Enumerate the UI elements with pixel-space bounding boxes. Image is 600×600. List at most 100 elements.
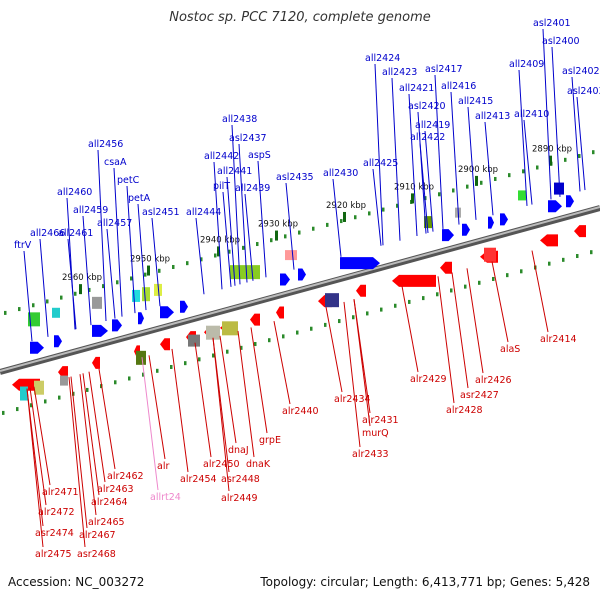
kbp-tick	[79, 284, 82, 295]
reverse-gene-label: alr2463	[97, 484, 134, 495]
forward-gene-label: all2430	[323, 168, 358, 179]
kbp-tick	[275, 230, 278, 241]
feature-block	[554, 182, 564, 195]
feature-block	[60, 375, 68, 386]
feature-block	[325, 293, 339, 308]
reverse-gene-label: alaS	[500, 344, 520, 355]
backbone-highlight	[0, 206, 600, 372]
forward-gene-arrow	[30, 341, 44, 354]
scale-dot-bottom	[422, 296, 425, 301]
kbp-label: 2900 kbp	[458, 165, 498, 175]
forward-gene-leader	[424, 130, 434, 232]
feature-block	[154, 283, 162, 296]
reverse-gene-label: alr2462	[107, 471, 144, 482]
forward-gene-label: csaA	[104, 157, 127, 168]
reverse-gene-arrow	[392, 274, 436, 287]
reverse-gene-label: murQ	[362, 428, 389, 439]
feature-block	[34, 380, 44, 395]
scale-dot-bottom	[268, 338, 271, 343]
forward-gene-leader	[542, 28, 552, 200]
forward-gene-label: asl2402	[562, 66, 600, 77]
feature-block	[285, 250, 297, 261]
reverse-gene-leader	[437, 276, 455, 404]
forward-gene-leader	[66, 197, 76, 330]
reverse-gene-leader	[26, 388, 44, 548]
scale-dot-top	[494, 176, 497, 181]
scale-dot-top	[312, 226, 315, 231]
reverse-gene-label: alr2433	[352, 449, 389, 460]
forward-gene-leader	[408, 93, 418, 237]
scale-dot-top	[480, 180, 483, 185]
forward-gene-label: asl2437	[229, 133, 267, 144]
scale-dot-bottom	[408, 299, 411, 304]
scale-dot-bottom	[520, 269, 523, 274]
forward-gene-leader	[151, 217, 161, 307]
forward-gene-leader	[332, 178, 342, 257]
scale-dot-bottom	[30, 403, 33, 408]
scale-dot-bottom	[44, 399, 47, 404]
forward-gene-leader	[257, 160, 267, 278]
scale-dot-bottom	[240, 345, 243, 350]
reverse-gene-label: alr	[157, 461, 169, 472]
forward-gene-label: all2419	[415, 120, 450, 131]
scale-dot-top	[578, 154, 581, 159]
reverse-gene-arrow	[356, 284, 366, 297]
reverse-gene-arrow	[540, 234, 558, 247]
forward-gene-arrow	[500, 213, 508, 226]
scale-dot-top	[74, 291, 77, 296]
forward-gene-leader	[39, 238, 49, 337]
forward-gene-label: all2457	[97, 218, 132, 229]
kbp-label: 2920 kbp	[326, 201, 366, 211]
forward-gene-leader	[238, 143, 248, 283]
forward-gene-label: all2438	[222, 114, 257, 125]
reverse-gene-leader	[343, 301, 361, 448]
forward-gene-label: all2456	[88, 139, 123, 150]
forward-gene-leader	[231, 124, 241, 285]
forward-gene-leader	[391, 77, 401, 241]
scale-dot-top	[46, 299, 49, 304]
forward-gene-label: all2460	[57, 187, 92, 198]
forward-gene-label: all2409	[509, 59, 544, 70]
forward-gene-leader	[244, 193, 254, 281]
kbp-label: 2950 kbp	[130, 255, 170, 265]
forward-gene-label: asl2451	[142, 207, 180, 218]
kbp-tick	[147, 265, 150, 276]
reverse-gene-label: dnaJ	[228, 445, 249, 456]
forward-gene-leader	[106, 228, 116, 319]
scale-dot-bottom	[338, 319, 341, 324]
feature-block	[28, 312, 40, 327]
scale-dot-bottom	[324, 322, 327, 327]
forward-gene-label: petC	[117, 175, 140, 186]
forward-gene-arrow	[566, 195, 574, 208]
forward-gene-label: asl2403	[567, 86, 600, 97]
forward-gene-arrow	[462, 223, 470, 236]
forward-gene-label: all2413	[475, 111, 510, 122]
kbp-label: 2940 kbp	[200, 235, 240, 245]
reverse-gene-label: asr2468	[77, 549, 116, 560]
forward-gene-label: asl2401	[533, 18, 571, 29]
reverse-gene-leader	[401, 286, 419, 373]
reverse-gene-leader	[250, 327, 268, 434]
scale-dot-bottom	[576, 254, 579, 259]
forward-gene-label: all2425	[363, 158, 398, 169]
reverse-gene-leader	[491, 261, 509, 343]
scale-dot-top	[592, 150, 595, 155]
forward-gene-label: all2461	[58, 228, 93, 239]
scale-dot-top	[340, 219, 343, 224]
kbp-tick	[475, 175, 478, 186]
reverse-gene-leader	[79, 374, 97, 516]
feature-block	[484, 247, 496, 262]
kbp-label: 2930 kbp	[258, 220, 298, 230]
scale-dot-top	[158, 268, 161, 273]
forward-gene-leader	[126, 185, 136, 314]
scale-dot-bottom	[394, 303, 397, 308]
scale-dot-bottom	[142, 372, 145, 377]
forward-gene-label: pilT	[213, 181, 230, 192]
forward-gene-leader	[450, 91, 460, 225]
reverse-gene-label: alr2454	[180, 474, 217, 485]
scale-dot-bottom	[464, 284, 467, 289]
scale-dot-bottom	[436, 292, 439, 297]
reverse-gene-arrow	[58, 366, 68, 379]
reverse-gene-arrow	[12, 378, 40, 391]
